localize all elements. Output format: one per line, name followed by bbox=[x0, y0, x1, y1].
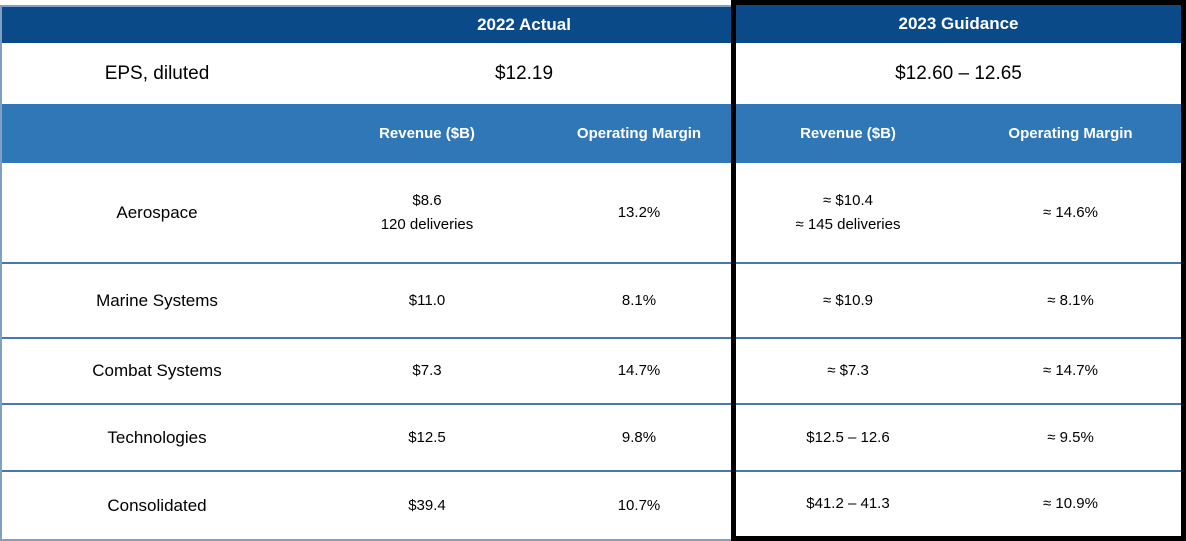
guidance-header-row: 2023 Guidance bbox=[736, 5, 1181, 43]
guidance-margin-column-header: Operating Margin bbox=[1008, 125, 1133, 142]
marine-actual-revenue: $11.0 bbox=[408, 291, 446, 309]
table-row-consolidated-actual: Consolidated $39.4 10.7% bbox=[2, 470, 736, 539]
aerospace-actual-revenue-value: $8.6 bbox=[412, 191, 442, 209]
consolidated-actual-margin: 10.7% bbox=[617, 496, 661, 514]
segment-label-aerospace: Aerospace bbox=[116, 202, 198, 222]
aerospace-actual-deliveries: 120 deliveries bbox=[380, 215, 474, 233]
aerospace-guidance-revenue-value: ≈ $10.4 bbox=[823, 191, 873, 209]
table-row-combat-actual: Combat Systems $7.3 14.7% bbox=[2, 337, 736, 403]
actual-subheader-row: Revenue ($B) Operating Margin bbox=[2, 104, 736, 163]
segment-label-consolidated: Consolidated bbox=[107, 495, 207, 515]
table-row-marine-actual: Marine Systems $11.0 8.1% bbox=[2, 262, 736, 337]
consolidated-actual-revenue: $39.4 bbox=[408, 496, 446, 514]
actual-revenue-column-header: Revenue ($B) bbox=[379, 125, 475, 142]
consolidated-guidance-revenue: $41.2 – 41.3 bbox=[806, 495, 890, 512]
table-row-technologies-actual: Technologies $12.5 9.8% bbox=[2, 403, 736, 470]
table-row-aerospace-guidance: ≈ $10.4 ≈ 145 deliveries ≈ 14.6% bbox=[736, 163, 1181, 262]
header-spacer bbox=[2, 7, 312, 43]
aerospace-guidance-revenue: ≈ $10.4 ≈ 145 deliveries bbox=[736, 163, 960, 262]
marine-guidance-margin: ≈ 8.1% bbox=[1047, 291, 1094, 309]
eps-label: EPS, diluted bbox=[104, 62, 210, 84]
guidance-subheader-row: Revenue ($B) Operating Margin bbox=[736, 104, 1181, 163]
technologies-actual-revenue: $12.5 bbox=[408, 428, 446, 446]
guidance-revenue-column-header: Revenue ($B) bbox=[800, 125, 896, 142]
marine-actual-margin: 8.1% bbox=[621, 291, 657, 309]
guidance-section: 2023 Guidance $12.60 – 12.65 Revenue ($B… bbox=[731, 0, 1186, 541]
actual-margin-column-header: Operating Margin bbox=[576, 125, 702, 142]
table-row-consolidated-guidance: $41.2 – 41.3 ≈ 10.9% bbox=[736, 470, 1181, 536]
technologies-guidance-revenue: $12.5 – 12.6 bbox=[806, 428, 890, 446]
technologies-guidance-margin: ≈ 9.5% bbox=[1047, 428, 1094, 446]
combat-actual-margin: 14.7% bbox=[617, 362, 661, 379]
actual-section: 2022 Actual EPS, diluted $12.19 Revenue … bbox=[0, 5, 736, 541]
table-row-technologies-guidance: $12.5 – 12.6 ≈ 9.5% bbox=[736, 403, 1181, 470]
table-row-marine-guidance: ≈ $10.9 ≈ 8.1% bbox=[736, 262, 1181, 337]
segment-label-marine: Marine Systems bbox=[96, 290, 218, 310]
eps-row-guidance: $12.60 – 12.65 bbox=[736, 43, 1181, 104]
segment-label-combat: Combat Systems bbox=[92, 361, 222, 380]
marine-guidance-revenue: ≈ $10.9 bbox=[823, 291, 873, 309]
aerospace-actual-revenue: $8.6 120 deliveries bbox=[312, 163, 542, 262]
subheader-spacer bbox=[2, 104, 312, 163]
table-row-combat-guidance: ≈ $7.3 ≈ 14.7% bbox=[736, 337, 1181, 403]
combat-guidance-margin: ≈ 14.7% bbox=[1043, 362, 1098, 379]
consolidated-guidance-margin: ≈ 10.9% bbox=[1043, 495, 1098, 512]
eps-guidance-value: $12.60 – 12.65 bbox=[895, 62, 1022, 84]
column-group-2023-guidance: 2023 Guidance bbox=[898, 14, 1019, 33]
combat-guidance-revenue: ≈ $7.3 bbox=[827, 362, 869, 379]
technologies-actual-margin: 9.8% bbox=[621, 428, 657, 446]
aerospace-actual-margin: 13.2% bbox=[617, 203, 661, 221]
segment-label-technologies: Technologies bbox=[107, 427, 207, 447]
eps-actual-value: $12.19 bbox=[494, 62, 554, 84]
eps-row-actual: EPS, diluted $12.19 bbox=[2, 43, 736, 104]
aerospace-guidance-deliveries: ≈ 145 deliveries bbox=[795, 215, 901, 233]
table-row-aerospace-actual: Aerospace $8.6 120 deliveries 13.2% bbox=[2, 163, 736, 262]
actual-header-row: 2022 Actual bbox=[2, 7, 736, 43]
aerospace-guidance-margin: ≈ 14.6% bbox=[1043, 203, 1098, 221]
combat-actual-revenue: $7.3 bbox=[412, 362, 442, 379]
column-group-2022-actual: 2022 Actual bbox=[477, 15, 571, 34]
